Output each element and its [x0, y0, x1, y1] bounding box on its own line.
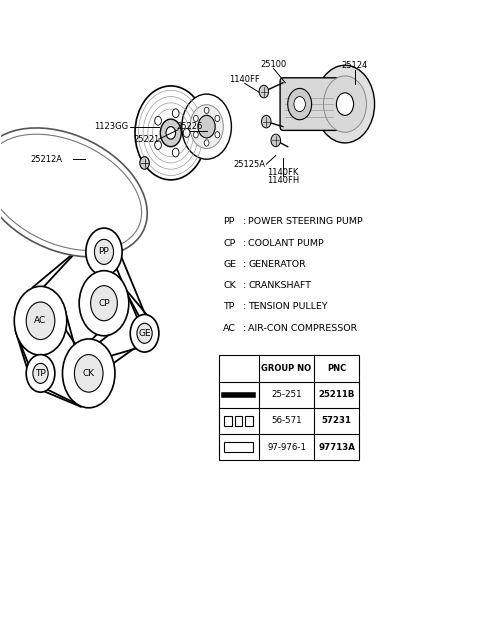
Circle shape	[193, 131, 198, 138]
Circle shape	[215, 115, 220, 121]
Text: 25221: 25221	[134, 135, 160, 143]
Text: PNC: PNC	[327, 364, 346, 373]
Circle shape	[130, 314, 159, 352]
Text: CP: CP	[223, 238, 236, 248]
Circle shape	[79, 270, 129, 336]
Circle shape	[182, 94, 231, 159]
Ellipse shape	[0, 134, 142, 250]
Text: 25211B: 25211B	[318, 390, 355, 399]
Text: 25100: 25100	[260, 60, 287, 69]
Bar	[224, 442, 253, 452]
Circle shape	[183, 128, 190, 137]
Circle shape	[155, 141, 161, 150]
Circle shape	[172, 109, 179, 118]
Text: GENERATOR: GENERATOR	[248, 260, 306, 269]
Text: 1123GG: 1123GG	[94, 122, 128, 131]
Text: 56-571: 56-571	[271, 416, 302, 425]
Text: :: :	[243, 303, 247, 311]
Text: 1140FF: 1140FF	[229, 75, 260, 84]
Text: CK: CK	[223, 281, 236, 290]
Text: PP: PP	[98, 247, 109, 257]
Circle shape	[204, 107, 209, 113]
Circle shape	[137, 323, 152, 343]
Text: GE: GE	[223, 260, 237, 269]
Text: AC: AC	[35, 316, 47, 325]
Text: TP: TP	[35, 369, 46, 378]
Circle shape	[204, 140, 209, 146]
Text: 25124: 25124	[341, 61, 368, 70]
Text: PP: PP	[223, 217, 235, 226]
Circle shape	[62, 339, 115, 408]
Ellipse shape	[0, 128, 147, 257]
Circle shape	[259, 86, 269, 98]
Circle shape	[74, 355, 103, 392]
Circle shape	[26, 302, 55, 340]
Circle shape	[91, 286, 117, 321]
Text: :: :	[243, 260, 247, 269]
Circle shape	[26, 355, 55, 392]
Bar	[235, 416, 242, 426]
Text: 25-251: 25-251	[271, 390, 302, 399]
Text: 1140FK: 1140FK	[267, 169, 299, 177]
Circle shape	[172, 148, 179, 157]
Circle shape	[294, 97, 305, 111]
Circle shape	[155, 116, 161, 125]
Circle shape	[33, 364, 48, 384]
Text: 25226: 25226	[177, 122, 203, 131]
Text: 1140FH: 1140FH	[267, 176, 299, 185]
Text: 25212A: 25212A	[31, 155, 63, 164]
Text: AC: AC	[223, 324, 236, 333]
Text: 97-976-1: 97-976-1	[267, 443, 306, 452]
Text: :: :	[243, 281, 247, 290]
Circle shape	[140, 157, 149, 169]
Text: :: :	[243, 324, 247, 333]
Circle shape	[215, 131, 220, 138]
Text: POWER STEERING PUMP: POWER STEERING PUMP	[248, 217, 363, 226]
Text: 97713A: 97713A	[318, 443, 355, 452]
Text: GE: GE	[138, 329, 151, 338]
Bar	[224, 416, 232, 426]
Text: :: :	[243, 217, 247, 226]
Circle shape	[198, 115, 215, 138]
Text: TP: TP	[223, 303, 235, 311]
Circle shape	[160, 119, 181, 147]
Circle shape	[262, 115, 271, 128]
Text: CK: CK	[83, 369, 95, 378]
Text: COOLANT PUMP: COOLANT PUMP	[248, 238, 324, 248]
Circle shape	[95, 240, 114, 264]
Circle shape	[324, 76, 366, 132]
Text: CP: CP	[98, 299, 110, 308]
Circle shape	[336, 93, 354, 115]
Circle shape	[193, 115, 198, 121]
Bar	[245, 416, 252, 426]
FancyBboxPatch shape	[280, 78, 338, 130]
Circle shape	[135, 86, 206, 180]
Text: TENSION PULLEY: TENSION PULLEY	[248, 303, 328, 311]
Circle shape	[315, 65, 374, 143]
Text: 57231: 57231	[322, 416, 352, 425]
Text: 25125A: 25125A	[234, 160, 265, 169]
Circle shape	[288, 89, 312, 120]
Circle shape	[86, 228, 122, 276]
Circle shape	[166, 126, 176, 139]
Text: CRANKSHAFT: CRANKSHAFT	[248, 281, 311, 290]
Bar	[218, 355, 360, 460]
Text: AIR-CON COMPRESSOR: AIR-CON COMPRESSOR	[248, 324, 358, 333]
Circle shape	[271, 134, 281, 147]
Text: :: :	[243, 238, 247, 248]
Circle shape	[14, 286, 67, 355]
Circle shape	[190, 104, 223, 148]
Text: GROUP NO: GROUP NO	[262, 364, 312, 373]
